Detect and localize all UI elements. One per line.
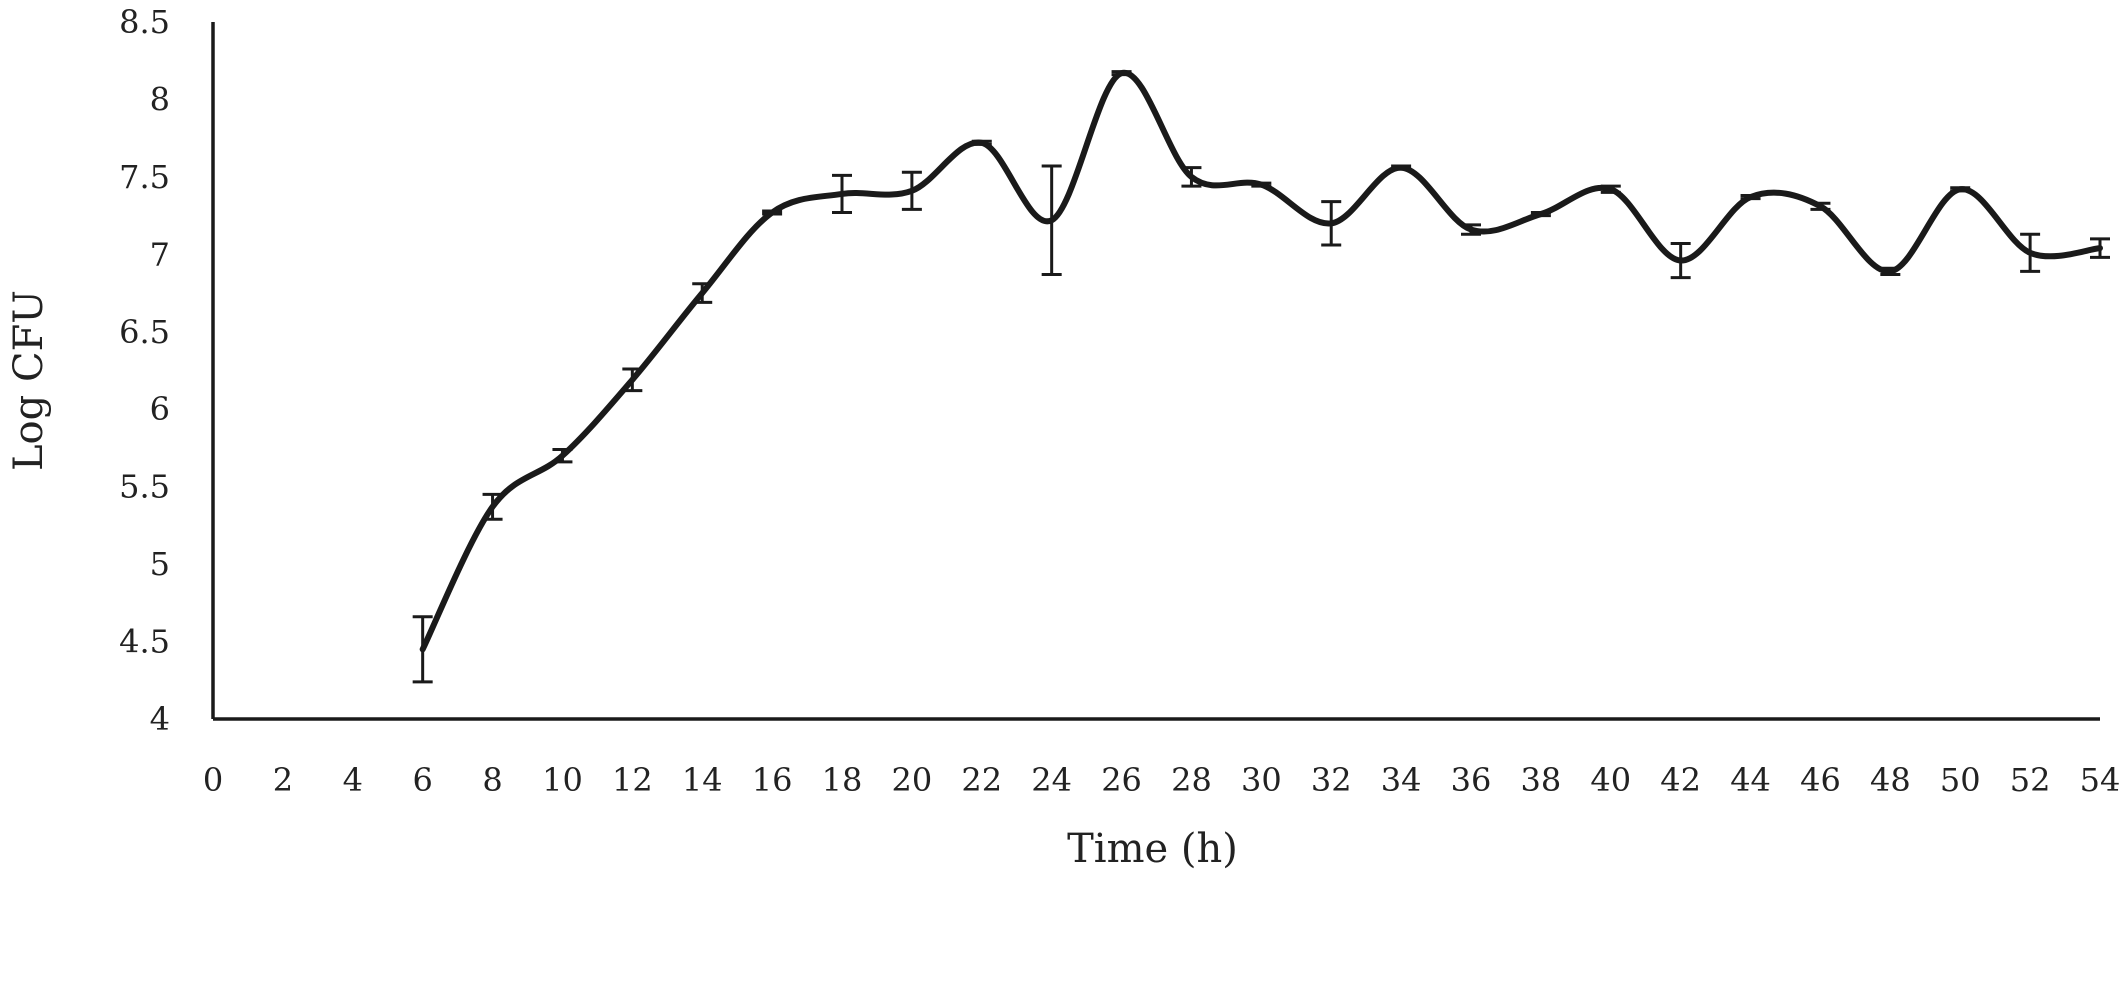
x-tick-label: 12	[612, 761, 653, 799]
x-tick-label: 18	[822, 761, 863, 799]
x-tick-label: 30	[1241, 761, 1282, 799]
x-tick-label: 54	[2080, 761, 2121, 799]
y-axis-ticks: 4 4.5 5 5.5 6 6.5 7 7.5 8 8.5	[119, 3, 170, 738]
x-tick-label: 40	[1590, 761, 1631, 799]
x-tick-label: 26	[1101, 761, 1142, 799]
x-tick-label: 10	[542, 761, 583, 799]
series-line	[419, 70, 2103, 653]
x-tick-label: 22	[961, 761, 1002, 799]
y-tick-label: 6.5	[119, 313, 170, 351]
x-tick-label: 4	[343, 761, 363, 799]
y-tick-label: 4.5	[119, 623, 170, 661]
x-tick-label: 46	[1800, 761, 1841, 799]
y-tick-label: 4	[150, 700, 170, 738]
x-tick-label: 44	[1730, 761, 1771, 799]
y-tick-label: 8	[150, 80, 170, 118]
x-tick-label: 38	[1521, 761, 1562, 799]
x-tick-label: 2	[273, 761, 293, 799]
x-tick-label: 50	[1940, 761, 1981, 799]
y-tick-label: 7.5	[119, 158, 170, 196]
y-tick-label: 5.5	[119, 468, 170, 506]
x-tick-label: 52	[2010, 761, 2051, 799]
y-tick-label: 5	[150, 545, 170, 583]
x-tick-label: 48	[1870, 761, 1911, 799]
y-axis-title: Log CFU	[6, 290, 52, 471]
x-tick-label: 0	[203, 761, 223, 799]
x-tick-label: 32	[1311, 761, 1352, 799]
y-tick-label: 6	[150, 390, 170, 428]
x-tick-label: 42	[1660, 761, 1701, 799]
x-tick-label: 36	[1451, 761, 1492, 799]
x-tick-label: 16	[752, 761, 793, 799]
x-axis-ticks: 0 2 4 6 8 10 12 14 16 18 20 22 24 26 28 30 32 34 36 38 40 42 4…	[203, 761, 2121, 799]
x-tick-label: 28	[1171, 761, 1212, 799]
x-tick-label: 34	[1381, 761, 1422, 799]
x-tick-label: 6	[412, 761, 432, 799]
x-axis-title: Time (h)	[1067, 826, 1238, 872]
x-tick-label: 20	[892, 761, 933, 799]
x-tick-label: 14	[682, 761, 723, 799]
x-tick-label: 8	[482, 761, 502, 799]
x-tick-label: 24	[1031, 761, 1072, 799]
error-bars	[412, 70, 2110, 684]
y-tick-label: 7	[150, 235, 170, 273]
y-tick-label: 8.5	[119, 3, 170, 41]
